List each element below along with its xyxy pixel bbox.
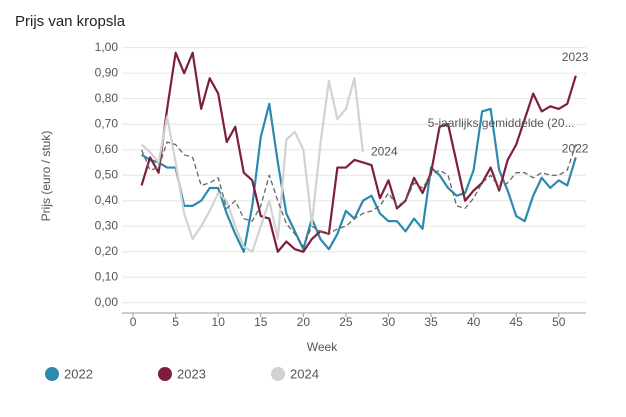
series-end-label: 2024 xyxy=(371,144,398,158)
y-tick-label: 0,20 xyxy=(95,244,119,258)
y-tick-label: 0,00 xyxy=(95,295,119,309)
x-tick-label: 25 xyxy=(339,315,353,329)
legend-marker xyxy=(45,367,59,381)
y-tick-label: 0,80 xyxy=(95,91,119,105)
y-tick-label: 0,90 xyxy=(95,65,119,79)
y-tick-label: 1,00 xyxy=(95,40,119,54)
series-line xyxy=(140,77,365,253)
x-tick-label: 40 xyxy=(467,315,481,329)
series-line xyxy=(140,51,577,253)
y-axis-title: Prijs (euro / stuk) xyxy=(39,131,53,222)
x-tick-label: 30 xyxy=(382,315,396,329)
series-end-label: 2022 xyxy=(562,142,589,156)
x-tick-label: 15 xyxy=(254,315,268,329)
series-line xyxy=(140,141,577,248)
legend-marker xyxy=(271,367,285,381)
x-tick-label: 50 xyxy=(552,315,566,329)
y-tick-label: 0,30 xyxy=(95,218,119,232)
x-tick-label: 35 xyxy=(424,315,438,329)
legend-label: 2022 xyxy=(64,366,93,381)
x-tick-label: 0 xyxy=(130,315,137,329)
x-axis-title: Week xyxy=(307,340,338,354)
series-end-label: 5-jaarlijks gemiddelde (20... xyxy=(428,116,575,130)
y-tick-label: 0,60 xyxy=(95,142,119,156)
y-tick-label: 0,70 xyxy=(95,116,119,130)
series-end-label: 2023 xyxy=(562,50,589,64)
y-tick-label: 0,50 xyxy=(95,167,119,181)
legend-label: 2023 xyxy=(177,366,206,381)
chart-title: Prijs van kropsla xyxy=(15,13,126,30)
x-tick-label: 10 xyxy=(212,315,226,329)
legend-marker xyxy=(158,367,172,381)
x-tick-label: 20 xyxy=(297,315,311,329)
y-tick-label: 0,40 xyxy=(95,193,119,207)
series-line xyxy=(141,102,577,253)
x-tick-label: 5 xyxy=(172,315,179,329)
legend-label: 2024 xyxy=(290,366,319,381)
y-tick-label: 0,10 xyxy=(95,269,119,283)
x-tick-label: 45 xyxy=(510,315,524,329)
